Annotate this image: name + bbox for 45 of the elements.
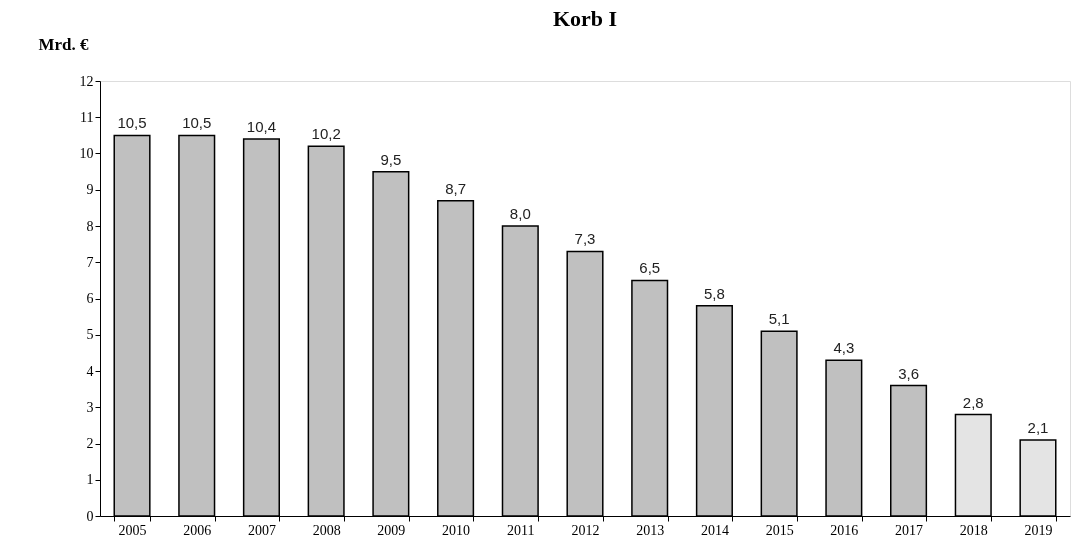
y-tick-label: 2 — [86, 436, 94, 451]
x-tick-label: 2018 — [959, 522, 988, 538]
x-tick-label: 2014 — [700, 522, 729, 538]
chart-title: Korb I — [552, 6, 618, 31]
y-tick-label: 10 — [79, 146, 94, 161]
y-tick-label: 5 — [86, 327, 94, 343]
x-tick-label: 2011 — [507, 522, 535, 538]
x-tick-label: 2010 — [442, 522, 471, 538]
data-label: 10,2 — [311, 125, 341, 143]
y-tick-label: 11 — [80, 109, 94, 125]
data-label: 10,4 — [246, 118, 277, 135]
x-tick-label: 2009 — [377, 522, 406, 538]
x-tick-label: 2019 — [1024, 522, 1053, 538]
x-tick-label: 2017 — [895, 522, 924, 538]
x-tick-label: 2016 — [830, 522, 859, 538]
y-tick-label: 3 — [86, 399, 94, 415]
x-tick-label: 2015 — [765, 522, 794, 538]
data-label: 10,5 — [117, 114, 147, 132]
y-tick-label: 1 — [86, 472, 94, 488]
data-label: 5,1 — [768, 310, 790, 328]
data-label: 8,0 — [509, 205, 531, 222]
y-tick-label: 6 — [86, 291, 94, 306]
data-label: 8,7 — [445, 179, 467, 197]
data-label: 7,3 — [574, 230, 596, 248]
y-tick-label: 8 — [86, 218, 94, 234]
y-tick-label: 7 — [86, 254, 94, 270]
x-tick-label: 2008 — [312, 522, 341, 538]
x-tick-label: 2007 — [247, 522, 276, 538]
data-label: 10,5 — [182, 114, 212, 132]
data-label: 2,8 — [962, 393, 984, 411]
y-tick-label: 0 — [86, 508, 94, 524]
x-tick-label: 2012 — [571, 522, 600, 538]
y-tick-label: 4 — [86, 363, 94, 379]
x-tick-label: 2005 — [118, 522, 147, 538]
x-tick-label: 2013 — [636, 522, 665, 538]
data-label: 3,6 — [898, 364, 919, 382]
data-label: 4,3 — [833, 339, 855, 357]
x-tick-label: 2006 — [183, 522, 212, 538]
y-tick-label: 12 — [79, 73, 94, 89]
data-label: 6,5 — [639, 259, 661, 277]
data-label: 9,5 — [380, 150, 402, 168]
data-label: 2,1 — [1027, 418, 1049, 436]
y-tick-label: 9 — [86, 182, 94, 198]
y-axis-title: Mrd. € — [38, 34, 90, 54]
data-label: 5,8 — [703, 284, 725, 302]
